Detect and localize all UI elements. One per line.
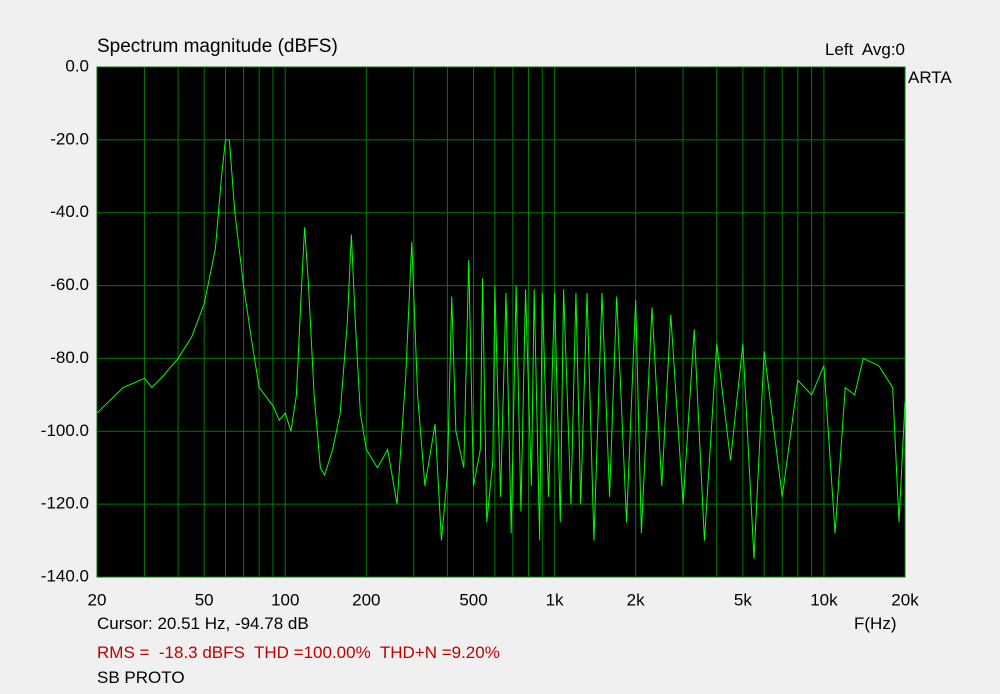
y-tick-label: -20.0	[50, 129, 89, 148]
plot-area	[97, 67, 905, 577]
channel-label: Left Avg:0	[824, 40, 905, 59]
watermark: ARTA	[908, 68, 952, 87]
spectrum-line	[96, 139, 906, 559]
x-tick-label: 20k	[891, 590, 919, 609]
cursor-readout: Cursor: 20.51 Hz, -94.78 dB	[97, 614, 309, 633]
stats-readout: RMS = -18.3 dBFS THD =100.00% THD+N =9.2…	[97, 643, 500, 662]
x-tick-label: 1k	[546, 590, 564, 609]
y-tick-label: -140.0	[41, 566, 89, 585]
x-tick-label: 500	[459, 590, 487, 609]
y-tick-label: -120.0	[41, 494, 89, 513]
x-tick-label: 5k	[734, 590, 752, 609]
x-tick-label: 200	[352, 590, 380, 609]
y-tick-label: -40.0	[50, 202, 89, 221]
y-tick-label: -60.0	[50, 275, 89, 294]
x-tick-label: 10k	[810, 590, 838, 609]
x-axis-label: F(Hz)	[854, 614, 897, 633]
chart-title: Spectrum magnitude (dBFS)	[97, 36, 338, 57]
x-tick-label: 20	[88, 590, 107, 609]
y-tick-label: -100.0	[41, 421, 89, 440]
x-tick-label: 2k	[627, 590, 645, 609]
x-tick-label: 100	[271, 590, 299, 609]
footer: SB PROTO	[97, 668, 185, 687]
y-tick-label: -80.0	[50, 348, 89, 367]
x-tick-label: 50	[195, 590, 214, 609]
y-tick-label: 0.0	[65, 56, 89, 75]
plot-border	[96, 66, 906, 578]
